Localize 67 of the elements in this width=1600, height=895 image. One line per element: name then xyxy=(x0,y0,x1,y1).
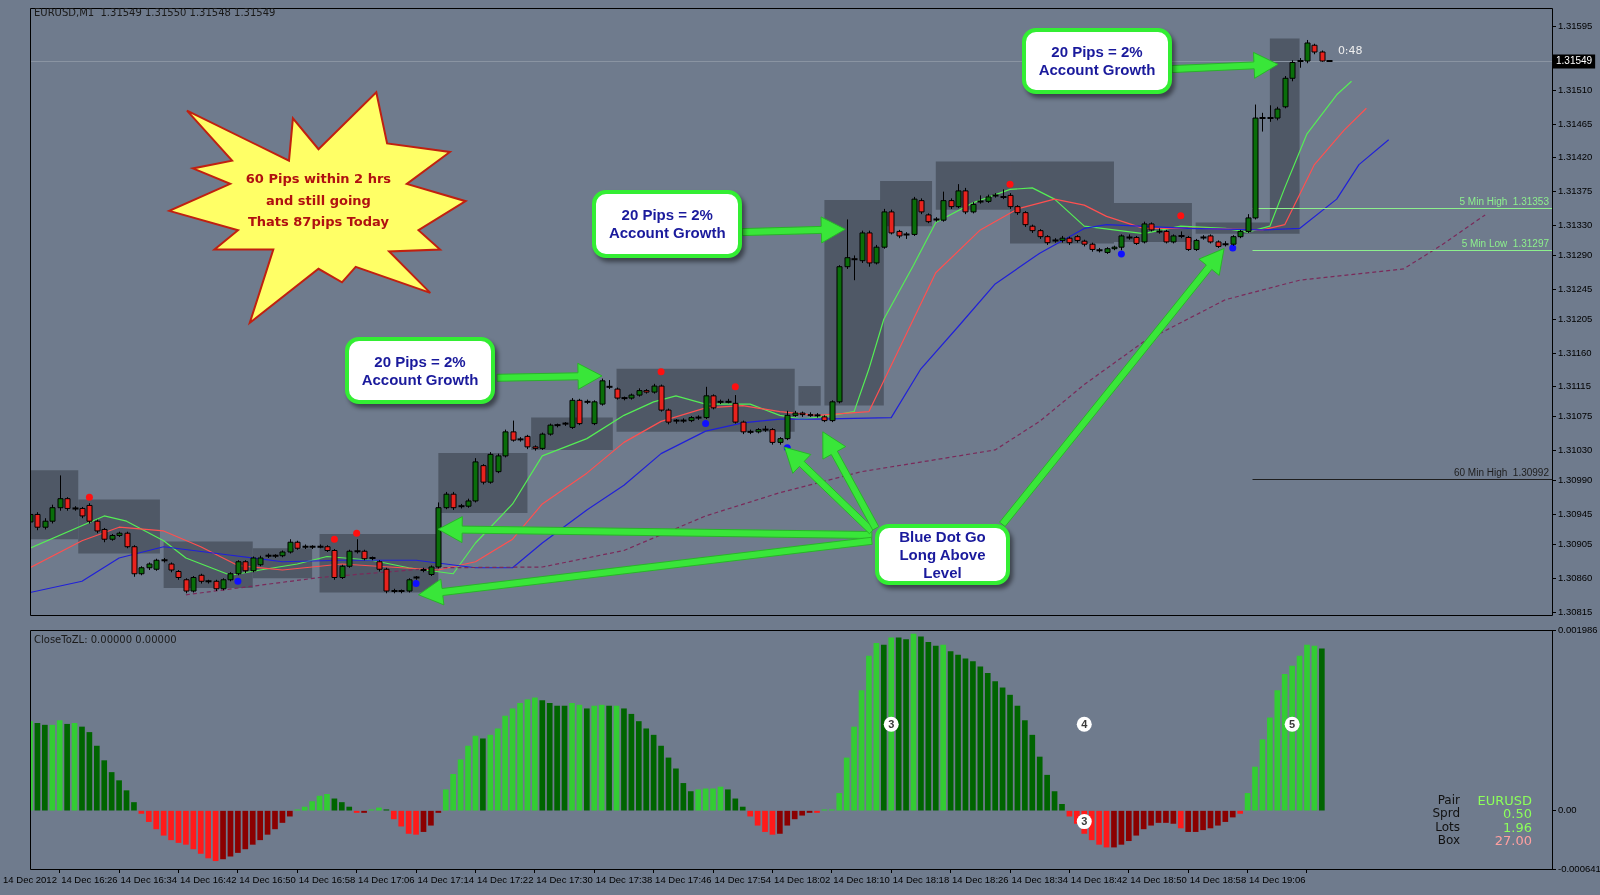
annotation: 1.96 xyxy=(1503,820,1532,835)
y-tick-label: 1.31075 xyxy=(1558,410,1593,422)
y-tick-label: 1.30860 xyxy=(1558,571,1593,583)
y-tick-label: 1.31595 xyxy=(1558,20,1593,32)
annotation: 5 xyxy=(1289,717,1296,730)
y-tick-label: 1.30905 xyxy=(1558,538,1593,550)
annotation: 0.50 xyxy=(1503,806,1532,821)
y-tick-label: 1.31115 xyxy=(1558,380,1591,392)
y-tick-label: -0.000641 xyxy=(1558,862,1600,874)
x-tick-label: 14 Dec 18:18 xyxy=(892,874,950,886)
ref-line-label: 60 Min High 1.30992 xyxy=(1453,467,1550,479)
y-tick-label: 1.30990 xyxy=(1558,474,1593,486)
annotation: 0:48 xyxy=(1337,44,1363,57)
annotation: Box xyxy=(1437,833,1460,847)
y-tick-label: 1.31330 xyxy=(1558,219,1593,231)
annotation: EURUSD xyxy=(1477,793,1532,808)
y-tick-label: 0.00 xyxy=(1558,804,1577,816)
y-tick-label: 1.31510 xyxy=(1558,83,1593,95)
x-tick-label: 14 Dec 16:34 xyxy=(120,874,178,886)
annotation: Sprd xyxy=(1432,806,1460,820)
annotation: Pair xyxy=(1437,793,1460,807)
ref-line-label: 1.31549 xyxy=(1556,55,1593,67)
y-tick-label: 1.31375 xyxy=(1558,185,1593,197)
x-tick-label: 14 Dec 18:10 xyxy=(833,874,890,886)
y-tick-label: 0.001986 xyxy=(1558,623,1598,635)
x-tick-label: 14 Dec 16:50 xyxy=(239,874,296,886)
x-tick-label: 14 Dec 17:14 xyxy=(417,874,475,886)
annotation: 3 xyxy=(1081,815,1088,828)
x-tick-label: 14 Dec 17:22 xyxy=(476,874,534,886)
y-tick-label: 1.31465 xyxy=(1558,117,1593,129)
y-tick-label: 1.31245 xyxy=(1558,282,1593,294)
chart-title: CloseToZL: 0.00000 0.00000 xyxy=(34,634,177,645)
x-tick-label: 14 Dec 16:42 xyxy=(179,874,237,886)
y-tick-label: 1.30815 xyxy=(1558,605,1593,617)
x-tick-label: 14 Dec 18:50 xyxy=(1130,874,1187,886)
x-tick-label: 14 Dec 18:42 xyxy=(1070,874,1128,886)
x-tick-label: 14 Dec 17:38 xyxy=(595,874,653,886)
x-tick-label: 14 Dec 18:02 xyxy=(773,874,831,886)
y-tick-label: 1.31205 xyxy=(1558,312,1593,324)
callout-box: 20 Pips = 2% Account Growth xyxy=(592,189,743,259)
annotation: 27.00 xyxy=(1494,833,1532,848)
x-tick-label: 14 Dec 19:06 xyxy=(1249,874,1306,886)
x-tick-label: 14 Dec 18:34 xyxy=(1011,874,1068,886)
y-tick-label: 1.31160 xyxy=(1558,346,1592,358)
ref-line-label: 5 Min High 1.31353 xyxy=(1459,196,1550,208)
x-tick-label: 14 Dec 2012 xyxy=(3,874,57,886)
y-tick-label: 1.31030 xyxy=(1558,444,1593,456)
y-tick-label: 1.31290 xyxy=(1558,249,1593,261)
callout-box: 20 Pips = 2% Account Growth xyxy=(344,337,496,404)
x-tick-label: 14 Dec 17:30 xyxy=(536,874,593,886)
annotation: 4 xyxy=(1081,717,1089,730)
ref-line-label: 5 Min Low 1.31297 xyxy=(1461,238,1550,250)
x-tick-label: 14 Dec 16:26 xyxy=(61,874,118,886)
chart-title: EURUSD,M1 1.31549 1.31550 1.31548 1.31549 xyxy=(34,7,276,18)
annotation: 3 xyxy=(888,717,895,730)
x-tick-label: 14 Dec 16:58 xyxy=(298,874,356,886)
x-tick-label: 14 Dec 17:06 xyxy=(358,874,415,886)
annotation: Lots xyxy=(1435,820,1460,834)
y-tick-label: 1.30945 xyxy=(1558,508,1593,520)
x-tick-label: 14 Dec 18:58 xyxy=(1189,874,1247,886)
annotation: 60 Pips within 2 hrs and still going Thats 87pips Today xyxy=(244,170,393,232)
callout-box: 20 Pips = 2% Account Growth xyxy=(1021,27,1173,95)
x-tick-label: 14 Dec 17:46 xyxy=(655,874,712,886)
x-tick-label: 14 Dec 18:26 xyxy=(952,874,1009,886)
callout-box: Blue Dot Go Long Above Level xyxy=(874,524,1011,586)
y-tick-label: 1.31420 xyxy=(1558,151,1593,163)
x-tick-label: 14 Dec 17:54 xyxy=(714,874,771,886)
